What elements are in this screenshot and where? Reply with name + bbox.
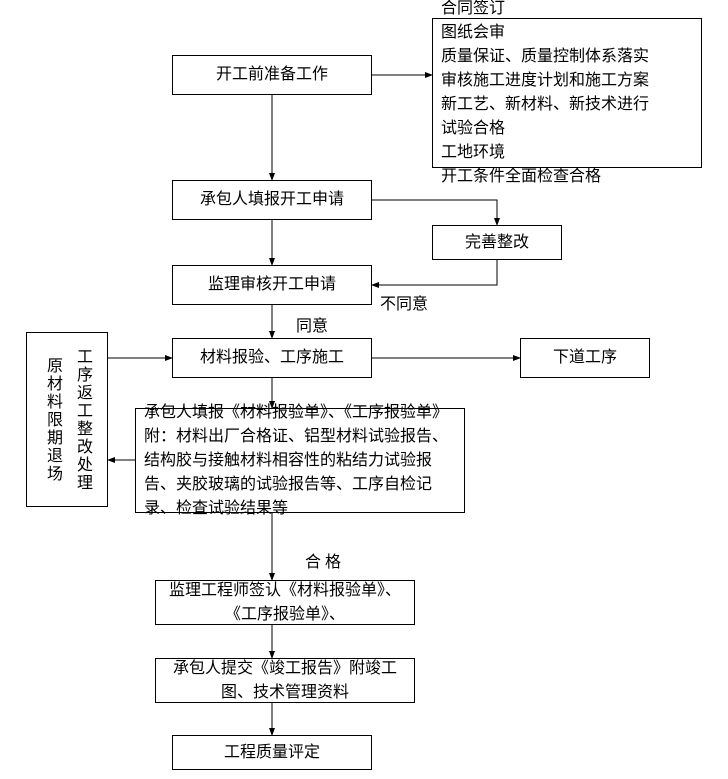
node-prep-details: 合同签订 图纸会审 质量保证、质量控制体系落实 审核施工进度计划和施工方案 新工… [432, 18, 702, 168]
node-text: 完善整改 [465, 231, 529, 255]
node-text: 承包人提交《竣工报告》附竣工图、技术管理资料 [164, 657, 406, 705]
flowchart-canvas: 开工前准备工作 合同签订 图纸会审 质量保证、质量控制体系落实 审核施工进度计划… [0, 0, 728, 779]
rework-col-2: 工序返工整改处理 [70, 339, 94, 500]
node-text: 承包人填报《材料报验单》、《工序报验单》附：材料出厂合格证、铝型材料试验报告、结… [144, 401, 456, 521]
node-engineer-sign: 监理工程师签认《材料报验单》、《工序报验单》、 [155, 580, 415, 625]
node-rework: 原材料限期退场 工序返工整改处理 [26, 332, 108, 507]
node-quality-assessment: 工程质量评定 [172, 735, 372, 770]
node-text: 监理工程师签认《材料报验单》、《工序报验单》、 [164, 579, 406, 627]
label-disagree: 不同意 [380, 290, 428, 314]
node-material-inspection: 材料报验、工序施工 [172, 338, 372, 378]
node-text: 监理审核开工申请 [208, 273, 336, 297]
node-next-process: 下道工序 [520, 338, 650, 378]
node-text: 合同签订 图纸会审 质量保证、质量控制体系落实 审核施工进度计划和施工方案 新工… [441, 0, 649, 189]
node-prep-work: 开工前准备工作 [172, 55, 372, 95]
node-text: 开工前准备工作 [216, 63, 328, 87]
node-improve-rectify: 完善整改 [432, 225, 562, 260]
node-submit-forms: 承包人填报《材料报验单》、《工序报验单》附：材料出厂合格证、铝型材料试验报告、结… [135, 408, 465, 513]
node-text: 承包人填报开工申请 [200, 188, 344, 212]
label-agree: 同意 [296, 312, 328, 336]
node-text: 材料报验、工序施工 [200, 346, 344, 370]
node-contractor-apply: 承包人填报开工申请 [172, 180, 372, 220]
rework-col-1: 原材料限期退场 [40, 339, 64, 500]
node-text: 工程质量评定 [224, 741, 320, 765]
node-completion-report: 承包人提交《竣工报告》附竣工图、技术管理资料 [155, 658, 415, 703]
label-pass: 合 格 [305, 548, 341, 572]
node-text: 下道工序 [553, 346, 617, 370]
node-supervisor-review: 监理审核开工申请 [172, 265, 372, 305]
